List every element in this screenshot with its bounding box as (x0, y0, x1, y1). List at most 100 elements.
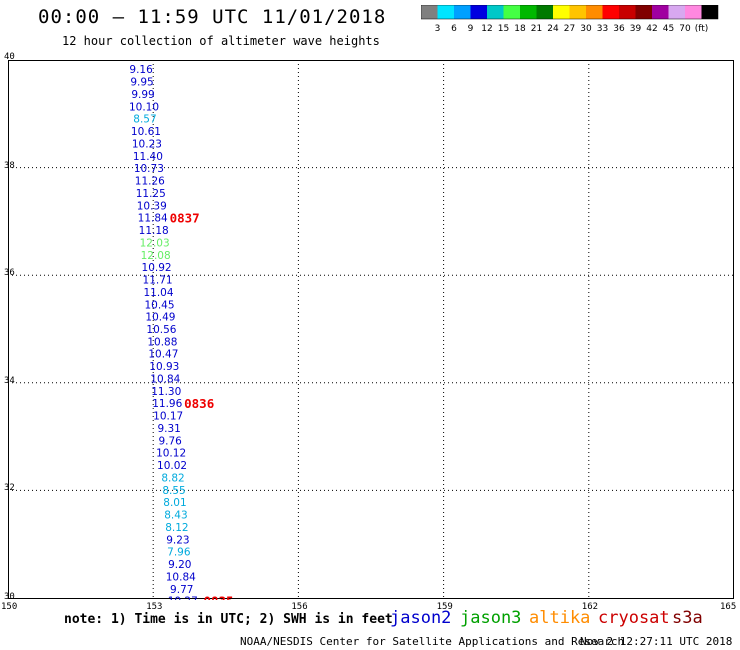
map-frame (8, 60, 734, 599)
color-scale-label: 12 (481, 24, 492, 34)
color-swatch (421, 5, 438, 19)
color-scale-label: 18 (514, 24, 526, 34)
wave-height-value: 8.57 (133, 114, 156, 126)
wave-height-value: 9.31 (157, 423, 180, 435)
wave-height-value: 10.45 (144, 299, 174, 311)
color-swatch (503, 5, 520, 19)
pass-time-label: 0835 (203, 594, 233, 600)
wave-height-value: 11.30 (151, 386, 181, 398)
legend-jason2: jason2 (390, 608, 452, 628)
units-note: note: 1) Time is in UTC; 2) SWH is in fe… (64, 612, 393, 627)
wave-height-value: 11.96 (152, 398, 182, 410)
wave-height-value: 10.56 (146, 324, 176, 336)
wave-height-value: 9.23 (166, 534, 189, 546)
wave-height-value: 8.43 (164, 510, 187, 522)
wave-height-value: 10.39 (137, 200, 167, 212)
wave-height-value: 10.93 (149, 361, 179, 373)
wave-height-value: 10.73 (134, 163, 164, 175)
color-swatch (553, 5, 570, 19)
legend-s3a: s3a (672, 608, 703, 628)
wave-height-value: 10.12 (156, 448, 186, 460)
x-tick-label: 165 (720, 602, 737, 612)
color-swatch (652, 5, 669, 19)
wave-height-value: 9.95 (130, 77, 153, 89)
color-scale-label: 3 (435, 24, 441, 34)
color-scale-label: 39 (630, 24, 642, 34)
x-tick-label: 156 (291, 602, 308, 612)
color-scale-label: 15 (498, 24, 509, 34)
page-title: 00:00 – 11:59 UTC 11/01/2018 (38, 6, 387, 28)
color-scale-label: 24 (547, 24, 559, 34)
color-swatch (619, 5, 636, 19)
wave-height-value: 11.40 (133, 151, 163, 163)
x-tick-label: 153 (146, 602, 163, 612)
wave-height-value: 12.03 (140, 237, 170, 249)
color-swatch (635, 5, 652, 19)
legend-jason3: jason3 (460, 608, 522, 628)
wave-height-value: 9.77 (170, 584, 193, 596)
wave-height-value: 10.23 (132, 138, 162, 150)
wave-height-value: 10.02 (157, 460, 187, 472)
color-swatch (569, 5, 586, 19)
color-scale-label: 33 (597, 24, 608, 34)
color-scale-label: 30 (580, 24, 592, 34)
wave-height-value: 8.12 (165, 522, 188, 534)
wave-height-value: 11.26 (135, 176, 165, 188)
wave-height-value: 8.82 (161, 472, 184, 484)
wave-height-value: 10.61 (131, 126, 161, 138)
color-swatch (470, 5, 487, 19)
wave-height-value: 11.25 (136, 188, 166, 200)
wave-height-value: 7.96 (167, 547, 191, 559)
y-tick-label: 40 (4, 52, 15, 62)
color-swatch (454, 5, 471, 19)
color-scale-label: 36 (613, 24, 625, 34)
y-tick-label: 34 (4, 375, 15, 386)
color-scale-label: 21 (531, 24, 542, 34)
wave-height-value: 10.27 (168, 596, 198, 600)
wave-height-value: 10.84 (166, 571, 196, 583)
x-tick-label: 162 (581, 602, 599, 612)
wave-height-value: 8.55 (162, 485, 185, 497)
pass-time-label: 0837 (170, 211, 200, 226)
wave-height-value: 9.16 (129, 64, 153, 76)
color-scale-label: 9 (468, 24, 474, 34)
y-tick-label: 36 (4, 268, 15, 279)
wave-height-value: 10.88 (147, 336, 177, 348)
legend-cryosat: cryosat (598, 608, 670, 628)
color-swatch (536, 5, 553, 19)
wave-height-value: 11.18 (139, 225, 169, 237)
color-scale-label: 42 (646, 24, 657, 34)
wave-height-value: 9.99 (131, 89, 154, 101)
wave-height-value: 10.10 (129, 101, 159, 113)
color-scale-label: 6 (451, 24, 457, 34)
color-swatch (602, 5, 619, 19)
wave-height-value: 10.84 (150, 373, 180, 385)
x-tick-label: 159 (436, 602, 453, 612)
wave-height-value: 10.49 (145, 312, 175, 324)
wave-height-value: 10.47 (148, 349, 178, 361)
color-swatch (685, 5, 702, 19)
color-swatch (701, 5, 718, 19)
x-tick-label: 150 (1, 602, 18, 612)
legend-altika: altika (529, 608, 591, 628)
footer-credit: NOAA/NESDIS Center for Satellite Applica… (240, 635, 625, 648)
color-swatch (437, 5, 454, 19)
wave-height-value: 11.04 (143, 287, 173, 299)
pass-time-label: 0836 (184, 396, 214, 411)
color-swatch (520, 5, 537, 19)
wave-height-map: 9.169.959.9910.108.5710.6110.2311.4010.7… (8, 60, 734, 600)
wave-height-value: 11.71 (143, 275, 173, 287)
color-swatch (668, 5, 685, 19)
page-subtitle: 12 hour collection of altimeter wave hei… (62, 34, 380, 48)
color-scale-label: 27 (564, 24, 575, 34)
footer-timestamp: Nov 2 12:27:11 UTC 2018 (580, 635, 733, 648)
color-swatch (487, 5, 504, 19)
wave-height-value: 11.84 (138, 213, 168, 225)
y-tick-label: 30 (4, 592, 15, 602)
color-scale-label: 70 (679, 24, 691, 34)
y-tick-label: 32 (4, 483, 15, 494)
wave-height-value: 8.01 (163, 497, 186, 509)
wave-height-value: 12.08 (141, 250, 171, 262)
wave-height-value: 9.20 (168, 559, 191, 571)
y-tick-label: 38 (4, 160, 15, 171)
